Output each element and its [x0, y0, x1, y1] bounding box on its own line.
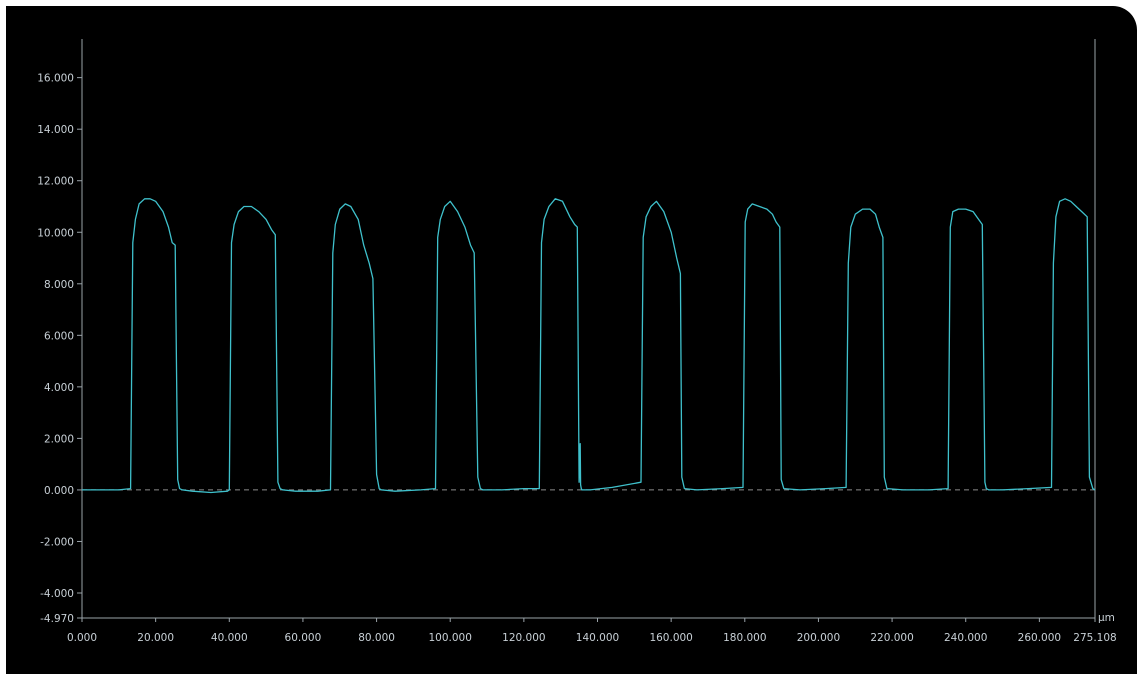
x-tick-label: 160.000	[649, 632, 692, 644]
y-tick-label: 6.000	[44, 330, 74, 342]
y-tick-label: 8.000	[44, 279, 74, 291]
y-tick-label: 0.000	[44, 485, 74, 497]
x-tick-label: 80.000	[358, 632, 395, 644]
y-tick-label: 14.000	[37, 124, 74, 136]
y-tick-label: -2.000	[40, 536, 74, 548]
x-tick-label: 40.000	[211, 632, 248, 644]
y-tick-label: 2.000	[44, 433, 74, 445]
x-tick-label: 180.000	[723, 632, 766, 644]
x-tick-label: 60.000	[285, 632, 322, 644]
y-axis-ticks: -4.970 -4.000 -2.000 0.000 2.000 4.000 6.000 8.…	[37, 73, 82, 625]
chart-panel: 0.000 20.000 40.000 60.000 80.000 100.000 120.…	[6, 6, 1137, 674]
y-tick-label: -4.000	[40, 588, 74, 600]
x-unit-label: μm	[1098, 612, 1115, 624]
x-tick-label: 140.000	[576, 632, 619, 644]
y-tick-label: 10.000	[37, 227, 74, 239]
x-tick-label: 100.000	[429, 632, 472, 644]
y-tick-label: -4.970	[40, 613, 74, 625]
x-tick-label: 200.000	[797, 632, 840, 644]
x-tick-label: 20.000	[137, 632, 174, 644]
x-tick-label: 260.000	[1018, 632, 1061, 644]
profile-chart: 0.000 20.000 40.000 60.000 80.000 100.000 120.…	[37, 39, 1117, 644]
series-line	[82, 198, 1096, 494]
x-tick-label: 0.000	[67, 632, 97, 644]
x-tick-label: 220.000	[870, 632, 913, 644]
x-tick-label: 240.000	[944, 632, 987, 644]
x-axis-ticks: 0.000 20.000 40.000 60.000 80.000 100.000 120.…	[67, 618, 1117, 644]
y-tick-label: 12.000	[37, 176, 74, 188]
x-tick-label: 275.108	[1073, 632, 1116, 644]
y-tick-label: 4.000	[44, 382, 74, 394]
x-tick-label: 120.000	[502, 632, 545, 644]
axes	[81, 39, 1096, 619]
y-tick-label: 16.000	[37, 73, 74, 85]
